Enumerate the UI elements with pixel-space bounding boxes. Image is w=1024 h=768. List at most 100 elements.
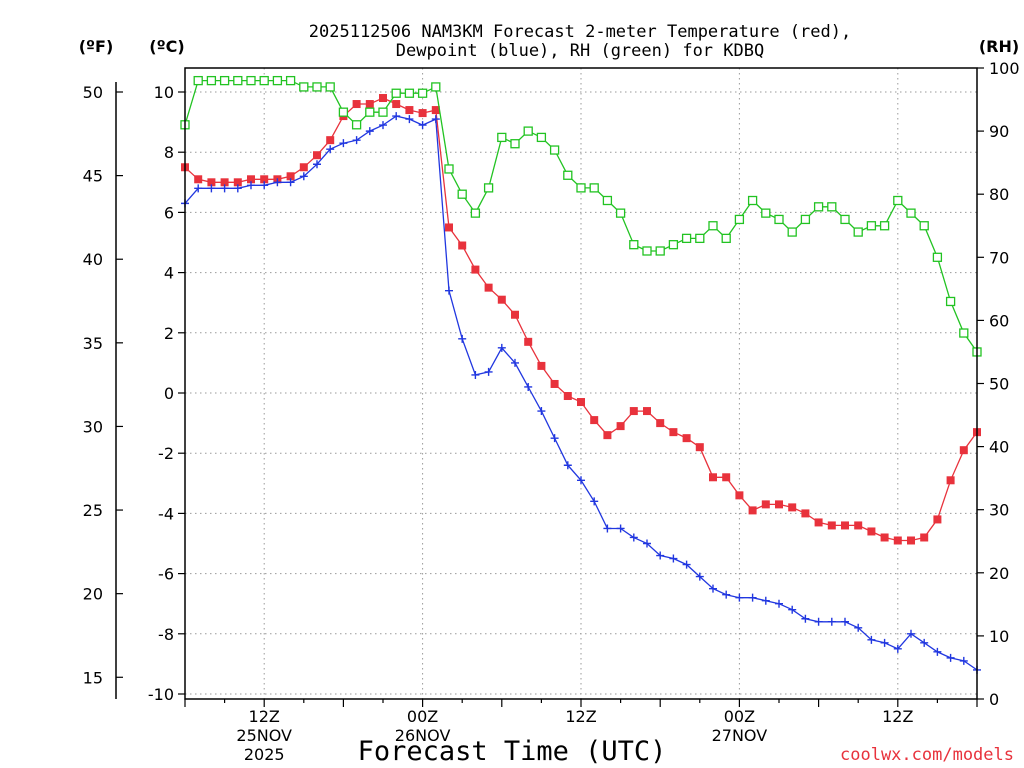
dewpoint-point: [827, 617, 836, 626]
temperature-point: [445, 223, 453, 232]
temperature-point: [431, 106, 440, 115]
rh-point: [299, 82, 309, 92]
temperature-point: [365, 100, 374, 109]
temperature-point: [735, 491, 744, 500]
rh-point: [272, 75, 283, 86]
dewpoint-point: [339, 139, 348, 148]
dewpoint-point: [379, 121, 387, 130]
rh-tick-label: 40: [989, 438, 1009, 457]
rh-point: [774, 214, 784, 225]
rh-unit-label: (RH): [979, 37, 1019, 56]
dewpoint-point: [761, 596, 770, 605]
temperature-point: [233, 178, 242, 187]
rh-point: [629, 240, 639, 250]
rh-point: [563, 170, 573, 180]
dewpoint-point: [841, 617, 849, 626]
rh-point: [497, 132, 507, 143]
rh-point: [404, 88, 415, 98]
dewpoint-point: [458, 334, 467, 343]
rh-point: [206, 75, 217, 86]
celsius-tick-label: 2: [164, 324, 174, 343]
time-tick-date: 26NOV: [395, 726, 451, 745]
rh-point: [787, 227, 797, 237]
temperature-point: [352, 100, 361, 109]
dewpoint-point: [867, 635, 876, 644]
dewpoint-point: [695, 572, 704, 581]
rh-tick-label: 10: [989, 627, 1009, 646]
temperature-point: [788, 503, 797, 512]
dewpoint-point: [854, 623, 863, 632]
fahrenheit-tick-label: 45: [83, 167, 103, 186]
fahrenheit-tick-label: 35: [83, 334, 103, 353]
rh-tick-label: 70: [989, 248, 1009, 267]
dewpoint-point: [220, 184, 229, 193]
rh-point: [536, 132, 547, 143]
rh-point: [853, 227, 863, 237]
celsius-tick-label: -4: [158, 504, 174, 523]
fahrenheit-tick-label: 20: [83, 585, 103, 604]
time-tick-label: 00Z: [724, 707, 755, 726]
rh-tick-label: 20: [989, 564, 1009, 583]
rh-point: [391, 88, 401, 98]
rh-point: [642, 246, 652, 256]
dewpoint-point: [656, 551, 665, 560]
dewpoint-point: [392, 112, 401, 121]
temperature-point: [722, 473, 731, 482]
rh-axis: 0 10 20 30 40 50 60 70 80 90 100: [977, 59, 1020, 709]
dewpoint-point: [207, 184, 216, 193]
dewpoint-point: [247, 181, 255, 190]
rh-point: [589, 183, 599, 193]
dewpoint-point: [669, 554, 678, 563]
dewpoint-point: [365, 127, 374, 136]
temperature-point: [643, 407, 651, 416]
dewpoint-point: [405, 115, 414, 124]
rh-tick-label: 100: [989, 59, 1020, 78]
temperature-point: [537, 361, 546, 370]
celsius-axis: -10 -8 -6 -4 -2 0 2 4 6 8 10: [148, 83, 185, 704]
temperature-point: [682, 434, 691, 443]
temperature-point: [827, 521, 836, 530]
fahrenheit-tick-label: 40: [83, 250, 103, 269]
dewpoint-point: [880, 638, 889, 647]
rh-point: [470, 208, 481, 218]
rh-point: [721, 233, 731, 244]
dewpoint-point: [735, 593, 744, 602]
temperature-point: [603, 431, 612, 440]
rh-point: [193, 75, 203, 86]
temperature-point: [379, 94, 387, 103]
temperature-point: [590, 416, 599, 425]
dewpoint-point: [616, 524, 625, 533]
rh-point: [615, 208, 626, 218]
fahrenheit-tick-label: 30: [83, 417, 103, 436]
temperature-point: [709, 473, 717, 482]
temperature-point: [405, 106, 414, 115]
rh-tick-label: 80: [989, 185, 1009, 204]
temperature-point: [669, 428, 678, 437]
temperature-point: [775, 500, 783, 509]
dewpoint-point: [484, 367, 493, 376]
dewpoint-point: [497, 343, 506, 352]
rh-point: [246, 75, 256, 86]
rh-point: [695, 233, 705, 244]
temperature-point: [220, 178, 229, 187]
rh-point: [945, 296, 956, 307]
rh-point: [827, 202, 837, 212]
rh-point: [325, 82, 335, 92]
temperature-point: [563, 392, 572, 401]
rh-point: [668, 240, 679, 250]
temperature-point: [748, 506, 757, 515]
dewpoint-point: [603, 524, 612, 533]
time-tick-label: 00Z: [407, 707, 438, 726]
rh-tick-label: 60: [989, 311, 1009, 330]
dewpoint-point: [590, 497, 599, 506]
time-tick-date: 27NOV: [712, 726, 768, 745]
rh-tick-label: 50: [989, 375, 1009, 394]
rh-point: [523, 126, 533, 136]
dewpoint-point: [563, 461, 572, 470]
dewpoint-point: [471, 370, 480, 379]
dewpoint-point: [431, 115, 440, 124]
dewpoint-point: [313, 160, 321, 169]
rh-point: [800, 214, 811, 225]
fahrenheit-tick-label: 15: [83, 668, 103, 687]
